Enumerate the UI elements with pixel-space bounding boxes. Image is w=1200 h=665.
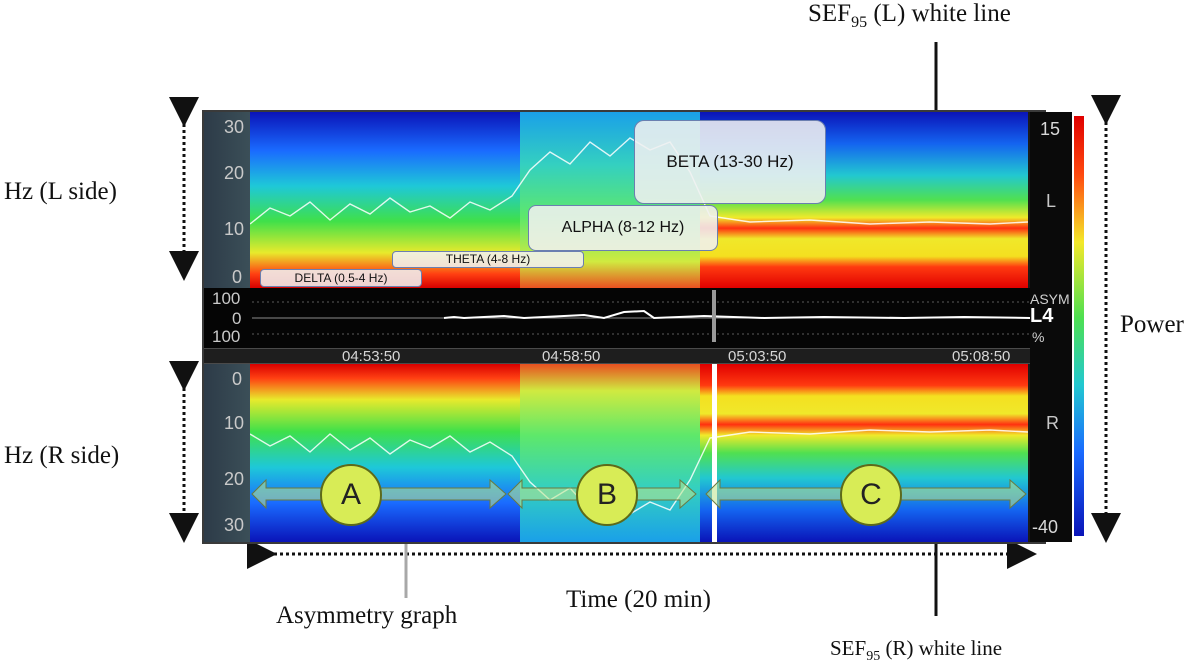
- asym-value: L4: [1030, 305, 1054, 327]
- time-tick-4: 05:08:50: [952, 348, 1011, 365]
- segment-a-label: A: [320, 464, 382, 526]
- colorbar: [1074, 116, 1084, 536]
- left-axis-column-top: [204, 112, 250, 288]
- sef-left-line: [250, 137, 1028, 225]
- side-left-label: L: [1046, 191, 1057, 211]
- time-tick-2: 04:58:50: [542, 348, 601, 365]
- sef-right-label: SEF95 (R) white line: [830, 636, 1002, 665]
- sef-right-prefix: SEF: [830, 636, 867, 660]
- time-axis-bar: [204, 348, 1030, 364]
- left-tick-20: 20: [224, 163, 245, 183]
- asym-title: ASYM: [1030, 291, 1070, 307]
- band-alpha: ALPHA (8-12 Hz): [528, 205, 718, 251]
- asymmetry-graph-label: Asymmetry graph: [276, 602, 458, 629]
- sef-left-sub: 95: [851, 14, 868, 31]
- left-axis-column-bottom: [204, 364, 250, 542]
- band-theta: THETA (4-8 Hz): [392, 251, 584, 268]
- sef-left-suffix: (L) white line: [867, 0, 1011, 27]
- left-tick-30: 30: [224, 117, 245, 137]
- asym-tick-bottom: 100: [212, 327, 241, 346]
- sef-left-prefix: SEF: [808, 0, 852, 27]
- segment-b-label: B: [576, 464, 638, 526]
- time-tick-1: 04:53:50: [342, 348, 401, 365]
- asym-tick-mid: 0: [232, 309, 242, 328]
- side-right-label: R: [1046, 413, 1059, 433]
- right-tick-0: 0: [232, 369, 243, 389]
- asymmetry-strip: [204, 288, 1030, 348]
- asymmetry-graph: [252, 290, 1030, 342]
- spectrogram-left: DELTA (0.5-4 Hz) THETA (4-8 Hz) ALPHA (8…: [250, 112, 1028, 288]
- right-tick-30: 30: [224, 515, 245, 535]
- time-label: Time (20 min): [566, 586, 711, 613]
- sef-left-label: SEF95 (L) white line: [808, 0, 1011, 32]
- band-beta: BETA (13-30 Hz): [634, 120, 826, 204]
- asym-unit: %: [1032, 329, 1045, 345]
- power-label: Power: [1120, 311, 1184, 338]
- colorbar-max: 15: [1040, 119, 1061, 139]
- sef-right-sub: 95: [866, 649, 881, 665]
- hz-right-label: Hz (R side): [4, 442, 120, 469]
- monitor-display: DELTA (0.5-4 Hz) THETA (4-8 Hz) ALPHA (8…: [202, 110, 1084, 544]
- sef-right-suffix: (R) white line: [880, 636, 1003, 660]
- right-tick-10: 10: [224, 413, 245, 433]
- time-tick-3: 05:03:50: [728, 348, 787, 365]
- right-tick-20: 20: [224, 469, 245, 489]
- colorbar-min: -40: [1032, 517, 1059, 537]
- asym-tick-top: 100: [212, 289, 241, 308]
- spectrogram-right: A B C: [250, 364, 1028, 542]
- left-tick-0: 0: [232, 267, 243, 287]
- segment-c-label: C: [840, 464, 902, 526]
- right-panel: [1030, 112, 1072, 542]
- left-tick-10: 10: [224, 219, 245, 239]
- band-delta: DELTA (0.5-4 Hz): [260, 269, 422, 287]
- hz-left-label: Hz (L side): [4, 178, 117, 205]
